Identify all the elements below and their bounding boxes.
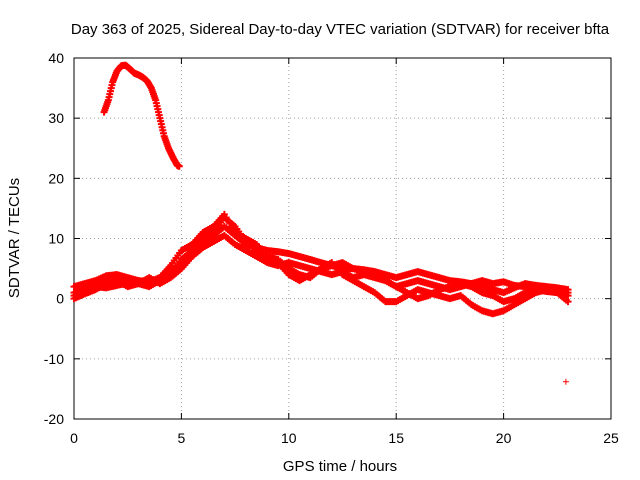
x-tick-label: 10 xyxy=(281,430,297,446)
y-tick-label: -20 xyxy=(44,411,64,427)
x-axis-label: GPS time / hours xyxy=(283,458,397,475)
series-outlier xyxy=(562,378,569,385)
y-tick-label: 0 xyxy=(56,291,64,307)
y-tick-label: 30 xyxy=(48,110,64,126)
data-point xyxy=(564,298,572,306)
data-point xyxy=(564,292,572,300)
y-axis-label: SDTVAR / TECUs xyxy=(6,178,23,298)
chart-title: Day 363 of 2025, Sidereal Day-to-day VTE… xyxy=(71,21,610,38)
data-point xyxy=(564,286,572,294)
data-point xyxy=(562,378,569,385)
y-tick-label: -10 xyxy=(44,351,64,367)
data-marks xyxy=(70,61,572,385)
y-tick-label: 10 xyxy=(48,231,64,247)
x-tick-label: 25 xyxy=(603,430,619,446)
y-tick-label: 20 xyxy=(48,170,64,186)
axis-ticks: 0 5 10 15 20 25 -20 -10 0 10 20 30 40 xyxy=(44,50,619,446)
data-point xyxy=(175,162,183,170)
grid-lines xyxy=(74,58,611,419)
series-band-d xyxy=(70,210,572,297)
x-tick-label: 0 xyxy=(70,430,78,446)
x-tick-label: 5 xyxy=(178,430,186,446)
y-tick-label: 40 xyxy=(48,50,64,66)
series-high-arc xyxy=(100,61,183,170)
x-tick-label: 20 xyxy=(496,430,512,446)
x-tick-label: 15 xyxy=(388,430,404,446)
